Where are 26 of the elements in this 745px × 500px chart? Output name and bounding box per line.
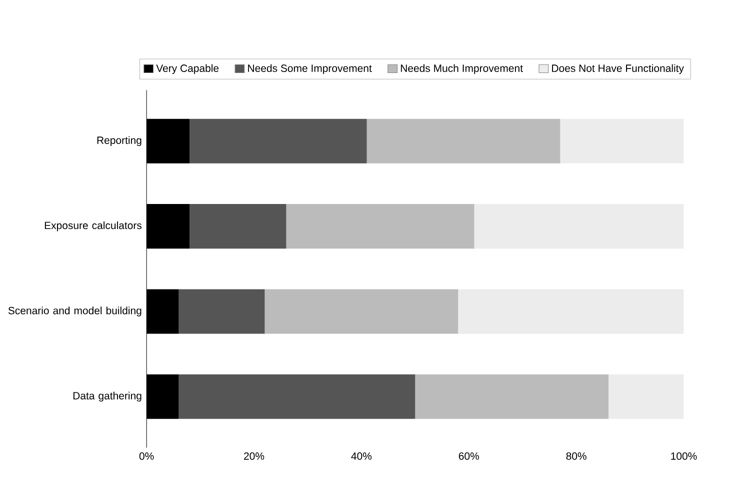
legend-label: Needs Much Improvement <box>400 64 523 74</box>
bar <box>366 118 560 164</box>
x-tick-label: 20% <box>244 452 264 460</box>
bar <box>415 374 609 419</box>
y-tick-label: Scenario and model building <box>8 306 142 316</box>
legend-label: Needs Some Improvement <box>248 64 372 74</box>
bar <box>178 374 416 419</box>
legend-label: Does Not Have Functionality <box>552 64 684 74</box>
x-tick-label: 100% <box>671 452 697 460</box>
bar <box>190 204 286 249</box>
bar <box>178 289 265 334</box>
bar <box>458 289 684 334</box>
y-tick-label: Reporting <box>97 136 142 146</box>
bar <box>190 118 367 164</box>
y-tick-label: Exposure calculators <box>44 221 142 232</box>
x-tick-label: 40% <box>351 452 372 460</box>
x-tick-label: 80% <box>566 452 586 460</box>
x-tick-label: 60% <box>458 452 479 460</box>
bar <box>560 118 684 164</box>
bar <box>474 204 684 249</box>
legend-label: Very Capable <box>156 64 219 74</box>
bar <box>264 289 458 334</box>
bar <box>608 374 684 419</box>
y-tick-label: Data gathering <box>73 392 142 402</box>
bar <box>286 204 474 249</box>
x-tick-label: 0% <box>139 452 154 460</box>
